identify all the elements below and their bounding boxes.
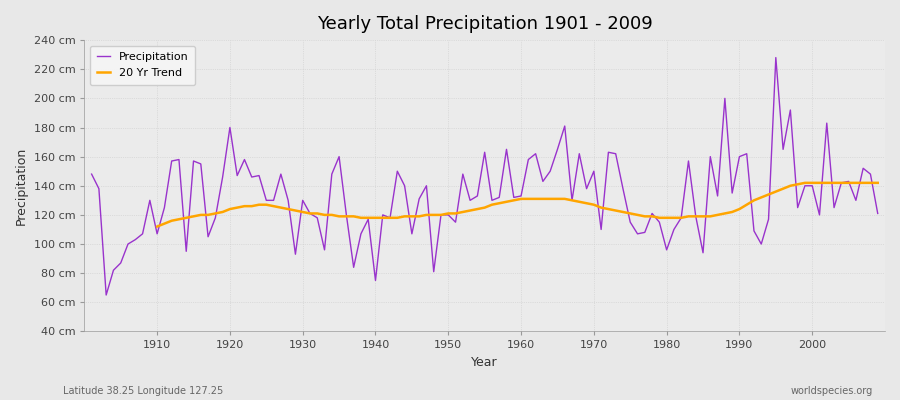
Line: Precipitation: Precipitation xyxy=(92,58,878,295)
Precipitation xyxy=(101,293,112,298)
Legend: Precipitation, 20 Yr Trend: Precipitation, 20 Yr Trend xyxy=(90,46,195,85)
Precipitation xyxy=(872,211,883,216)
Precipitation xyxy=(356,232,366,236)
Precipitation xyxy=(312,216,323,220)
Line: 20 Yr Trend: 20 Yr Trend xyxy=(158,183,878,226)
Text: worldspecies.org: worldspecies.org xyxy=(791,386,873,396)
Precipitation xyxy=(152,232,163,236)
Precipitation xyxy=(523,157,534,162)
20 Yr Trend xyxy=(581,201,592,206)
X-axis label: Year: Year xyxy=(472,356,498,369)
20 Yr Trend xyxy=(320,212,330,217)
Title: Yearly Total Precipitation 1901 - 2009: Yearly Total Precipitation 1901 - 2009 xyxy=(317,15,652,33)
Text: Latitude 38.25 Longitude 127.25: Latitude 38.25 Longitude 127.25 xyxy=(63,386,223,396)
Precipitation xyxy=(770,55,781,60)
20 Yr Trend xyxy=(843,180,854,185)
20 Yr Trend xyxy=(523,196,534,201)
Precipitation xyxy=(610,151,621,156)
20 Yr Trend xyxy=(872,180,883,185)
20 Yr Trend xyxy=(799,180,810,185)
Precipitation xyxy=(516,194,526,198)
20 Yr Trend xyxy=(822,180,832,185)
Precipitation xyxy=(86,172,97,176)
20 Yr Trend xyxy=(290,208,301,213)
Y-axis label: Precipitation: Precipitation xyxy=(15,147,28,225)
20 Yr Trend xyxy=(152,224,163,229)
